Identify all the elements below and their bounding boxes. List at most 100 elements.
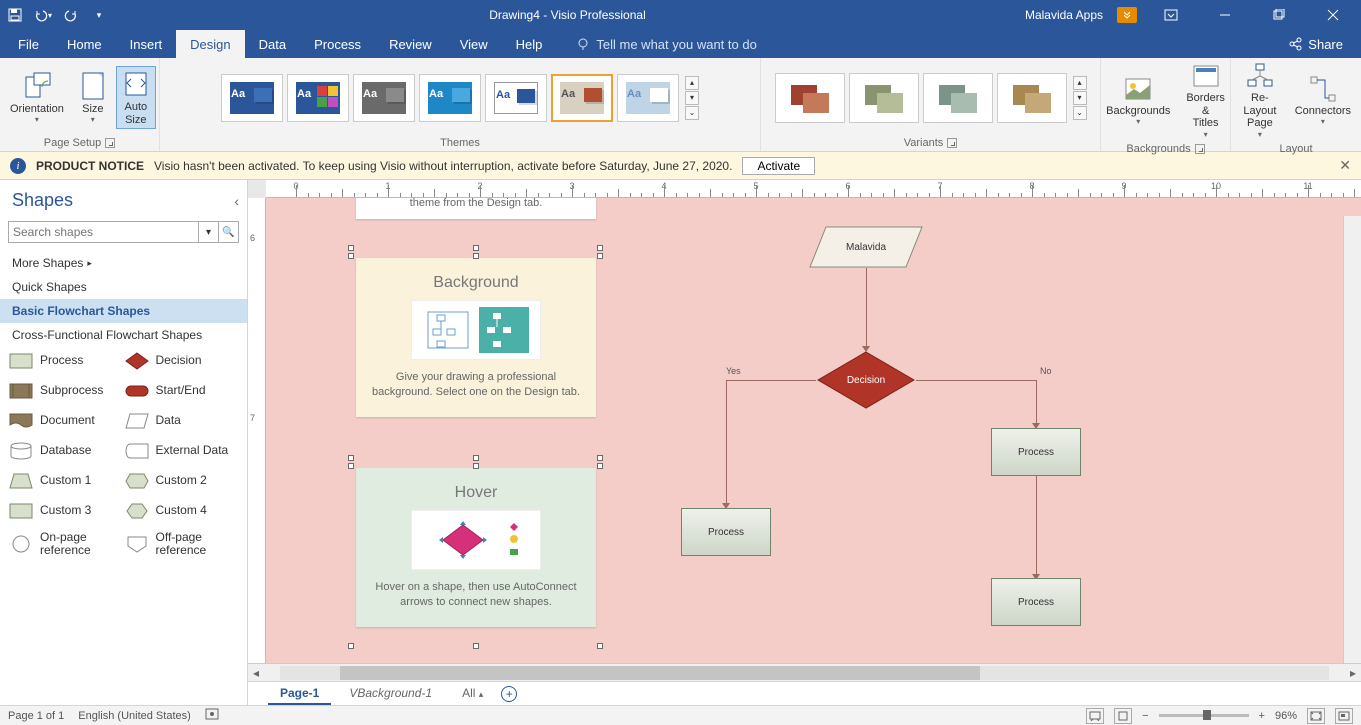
- relayout-button[interactable]: Re-Layout Page▾: [1235, 60, 1285, 141]
- minimize-icon[interactable]: [1205, 0, 1245, 30]
- shapes-collapse-icon[interactable]: ‹: [234, 193, 239, 209]
- connectors-button[interactable]: Connectors▾: [1289, 73, 1357, 129]
- shape-stencil-item[interactable]: Custom 2: [124, 471, 240, 491]
- connector[interactable]: [1036, 476, 1037, 576]
- stencil-link[interactable]: Quick Shapes: [0, 275, 247, 299]
- shape-stencil-item[interactable]: Custom 3: [8, 501, 124, 521]
- presentation-mode-icon[interactable]: [1086, 708, 1104, 724]
- backgrounds-dialog-launcher[interactable]: [1195, 144, 1205, 154]
- selection-handle[interactable]: [597, 643, 603, 649]
- close-icon[interactable]: [1313, 0, 1353, 30]
- save-icon[interactable]: [4, 4, 26, 26]
- flowchart-decision-shape[interactable]: Decision: [816, 350, 916, 410]
- add-page-button[interactable]: +: [501, 686, 517, 702]
- selection-handle[interactable]: [473, 245, 479, 251]
- shape-stencil-item[interactable]: External Data: [124, 441, 240, 461]
- zoom-level[interactable]: 96%: [1275, 710, 1297, 722]
- theme-scroll-up-icon[interactable]: ▴: [685, 76, 699, 90]
- stencil-link[interactable]: Basic Flowchart Shapes: [0, 299, 247, 323]
- borders-titles-button[interactable]: Borders & Titles▾: [1180, 60, 1231, 141]
- shape-stencil-item[interactable]: Custom 1: [8, 471, 124, 491]
- theme-tile[interactable]: Aa: [551, 74, 613, 122]
- selection-handle[interactable]: [597, 455, 603, 461]
- selection-handle[interactable]: [597, 245, 603, 251]
- selection-handle[interactable]: [473, 643, 479, 649]
- selection-handle[interactable]: [348, 463, 354, 469]
- shape-stencil-item[interactable]: Data: [124, 411, 240, 431]
- zoom-in-icon[interactable]: +: [1259, 710, 1265, 722]
- menu-tab-help[interactable]: Help: [502, 30, 557, 58]
- connector[interactable]: [726, 380, 816, 381]
- selection-handle[interactable]: [473, 455, 479, 461]
- shape-stencil-item[interactable]: On-page reference: [8, 531, 124, 557]
- horizontal-ruler[interactable]: 01234567891011: [266, 180, 1361, 198]
- variant-tile[interactable]: [849, 73, 919, 123]
- user-avatar-icon[interactable]: [1117, 7, 1137, 23]
- selection-handle[interactable]: [597, 253, 603, 259]
- variant-more-icon[interactable]: ⌄: [1073, 106, 1087, 120]
- flowchart-start-shape[interactable]: Malavida: [806, 223, 926, 271]
- scroll-left-icon[interactable]: ◂: [248, 665, 264, 681]
- user-name[interactable]: Malavida Apps: [1025, 8, 1103, 22]
- menu-tab-review[interactable]: Review: [375, 30, 446, 58]
- variants-dialog-launcher[interactable]: [947, 138, 957, 148]
- drawing-page[interactable]: theme from the Design tab. Background Gi…: [266, 198, 1361, 663]
- shapes-search-input[interactable]: [8, 221, 199, 243]
- page-tab[interactable]: VBackground-1: [337, 683, 444, 705]
- menu-tab-file[interactable]: File: [4, 30, 53, 58]
- variant-scroll-up-icon[interactable]: ▴: [1073, 76, 1087, 90]
- ribbon-options-icon[interactable]: [1151, 0, 1191, 30]
- selection-handle[interactable]: [348, 455, 354, 461]
- maximize-icon[interactable]: [1259, 0, 1299, 30]
- theme-tile[interactable]: Aa: [617, 74, 679, 122]
- menu-tab-insert[interactable]: Insert: [116, 30, 177, 58]
- variant-scroll-down-icon[interactable]: ▾: [1073, 91, 1087, 105]
- tip-card-hover[interactable]: Hover Hover on a shape, then use AutoCon…: [356, 468, 596, 627]
- variant-tile[interactable]: [923, 73, 993, 123]
- tip-card-theme[interactable]: theme from the Design tab.: [356, 198, 596, 219]
- selection-handle[interactable]: [597, 463, 603, 469]
- macro-record-icon[interactable]: [205, 708, 219, 723]
- share-button[interactable]: Share: [1288, 30, 1361, 58]
- fit-window-icon[interactable]: [1307, 708, 1325, 724]
- selection-handle[interactable]: [348, 245, 354, 251]
- horizontal-scrollbar[interactable]: ◂ ▸: [248, 663, 1361, 681]
- search-dropdown-icon[interactable]: ▾: [199, 221, 219, 243]
- shape-stencil-item[interactable]: Start/End: [124, 381, 240, 401]
- shape-stencil-item[interactable]: Decision: [124, 351, 240, 371]
- zoom-out-icon[interactable]: −: [1142, 710, 1148, 722]
- orientation-button[interactable]: Orientation▾: [4, 69, 70, 127]
- variant-tile[interactable]: [997, 73, 1067, 123]
- pan-zoom-icon[interactable]: [1335, 708, 1353, 724]
- qat-customize-icon[interactable]: ▾: [88, 4, 110, 26]
- tell-me-search[interactable]: Tell me what you want to do: [556, 30, 756, 58]
- shape-stencil-item[interactable]: Custom 4: [124, 501, 240, 521]
- selection-handle[interactable]: [473, 463, 479, 469]
- vertical-ruler[interactable]: 67: [248, 198, 266, 663]
- menu-tab-process[interactable]: Process: [300, 30, 375, 58]
- stencil-link[interactable]: Cross-Functional Flowchart Shapes: [0, 323, 247, 347]
- shape-stencil-item[interactable]: Database: [8, 441, 124, 461]
- backgrounds-button[interactable]: Backgrounds▾: [1100, 73, 1176, 129]
- redo-icon[interactable]: [60, 4, 82, 26]
- activate-button[interactable]: Activate: [742, 157, 815, 175]
- theme-scroll-down-icon[interactable]: ▾: [685, 91, 699, 105]
- selection-handle[interactable]: [348, 253, 354, 259]
- theme-tile[interactable]: Aa: [353, 74, 415, 122]
- vertical-scrollbar[interactable]: [1343, 216, 1361, 663]
- menu-tab-design[interactable]: Design: [176, 30, 244, 58]
- connector[interactable]: [916, 380, 1036, 381]
- scroll-right-icon[interactable]: ▸: [1345, 665, 1361, 681]
- auto-size-button[interactable]: Auto Size: [116, 66, 156, 129]
- connector[interactable]: [1036, 380, 1037, 425]
- zoom-slider[interactable]: [1159, 714, 1249, 717]
- flowchart-process-shape[interactable]: Process: [991, 428, 1081, 476]
- menu-tab-data[interactable]: Data: [245, 30, 300, 58]
- shape-stencil-item[interactable]: Subprocess: [8, 381, 124, 401]
- flowchart-process-shape[interactable]: Process: [991, 578, 1081, 626]
- page-setup-dialog-launcher[interactable]: [105, 138, 115, 148]
- fit-page-icon[interactable]: [1114, 708, 1132, 724]
- size-button[interactable]: Size▾: [74, 69, 112, 127]
- shape-stencil-item[interactable]: Off-page reference: [124, 531, 240, 557]
- more-shapes-link[interactable]: More Shapes ▸: [0, 251, 247, 275]
